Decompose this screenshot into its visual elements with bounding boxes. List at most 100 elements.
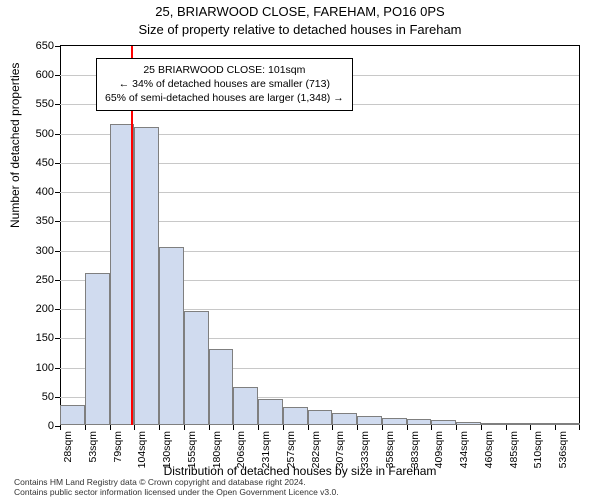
x-tick-label: 231sqm bbox=[260, 431, 272, 468]
x-tick-label: 358sqm bbox=[384, 431, 396, 468]
bar-cell bbox=[209, 349, 234, 425]
y-tick-label: 350 bbox=[36, 215, 54, 227]
bar-cell bbox=[481, 423, 506, 425]
y-tick-mark bbox=[55, 46, 60, 47]
y-tick-label: 50 bbox=[42, 391, 54, 403]
bar-cell bbox=[530, 423, 555, 425]
x-tick-label: 485sqm bbox=[508, 431, 520, 468]
info-box-line1: 25 BRIARWOOD CLOSE: 101sqm bbox=[105, 63, 344, 77]
footer-line2: Contains public sector information licen… bbox=[14, 488, 339, 498]
x-axis-label: Distribution of detached houses by size … bbox=[0, 464, 600, 478]
bar-cell bbox=[233, 387, 258, 425]
x-tick-label: 28sqm bbox=[62, 431, 74, 463]
y-tick-mark bbox=[55, 368, 60, 369]
footer: Contains HM Land Registry data © Crown c… bbox=[14, 478, 339, 498]
x-tick-label: 383sqm bbox=[409, 431, 421, 468]
y-tick-label: 650 bbox=[36, 40, 54, 52]
bar-cell bbox=[258, 399, 283, 425]
x-tick-label: 510sqm bbox=[532, 431, 544, 468]
x-tick-label: 434sqm bbox=[458, 431, 470, 468]
chart-container: 25, BRIARWOOD CLOSE, FAREHAM, PO16 0PS S… bbox=[0, 0, 600, 500]
x-tick-mark bbox=[506, 425, 507, 430]
y-tick-label: 400 bbox=[36, 186, 54, 198]
x-tick-mark bbox=[332, 425, 333, 430]
bar-cell bbox=[506, 423, 531, 425]
y-tick-label: 550 bbox=[36, 98, 54, 110]
bar-cell bbox=[332, 413, 357, 425]
y-tick-label: 200 bbox=[36, 303, 54, 315]
x-tick-label: 130sqm bbox=[161, 431, 173, 468]
x-tick-label: 333sqm bbox=[359, 431, 371, 468]
info-box-line3: 65% of semi-detached houses are larger (… bbox=[105, 91, 344, 105]
bar-cell bbox=[60, 405, 85, 425]
y-tick-mark bbox=[55, 134, 60, 135]
bar-cell bbox=[308, 410, 333, 425]
bar-cell bbox=[85, 273, 110, 425]
bar-cell bbox=[357, 416, 382, 425]
x-tick-mark bbox=[357, 425, 358, 430]
info-box: 25 BRIARWOOD CLOSE: 101sqm ← 34% of deta… bbox=[96, 58, 353, 111]
x-tick-mark bbox=[308, 425, 309, 430]
y-tick-mark bbox=[55, 338, 60, 339]
x-tick-mark bbox=[431, 425, 432, 430]
y-tick-label: 100 bbox=[36, 362, 54, 374]
y-tick-label: 250 bbox=[36, 274, 54, 286]
x-tick-mark bbox=[110, 425, 111, 430]
x-tick-label: 409sqm bbox=[433, 431, 445, 468]
info-box-line2: ← 34% of detached houses are smaller (71… bbox=[105, 77, 344, 91]
x-tick-mark bbox=[60, 425, 61, 430]
x-tick-label: 536sqm bbox=[557, 431, 569, 468]
y-tick-mark bbox=[55, 104, 60, 105]
bar-cell bbox=[456, 422, 481, 425]
x-tick-mark bbox=[85, 425, 86, 430]
y-tick-mark bbox=[55, 192, 60, 193]
y-tick-mark bbox=[55, 397, 60, 398]
x-tick-mark bbox=[456, 425, 457, 430]
y-tick-mark bbox=[55, 75, 60, 76]
y-tick-label: 300 bbox=[36, 245, 54, 257]
plot-area: 0501001502002503003504004505005506006502… bbox=[60, 45, 580, 425]
y-tick-label: 150 bbox=[36, 332, 54, 344]
title-sub: Size of property relative to detached ho… bbox=[0, 22, 600, 37]
x-tick-label: 257sqm bbox=[285, 431, 297, 468]
y-tick-label: 600 bbox=[36, 69, 54, 81]
x-tick-mark bbox=[159, 425, 160, 430]
bar-cell bbox=[555, 423, 580, 425]
x-tick-label: 79sqm bbox=[112, 431, 124, 463]
x-tick-mark bbox=[407, 425, 408, 430]
y-tick-label: 0 bbox=[48, 420, 54, 432]
y-tick-label: 450 bbox=[36, 157, 54, 169]
x-tick-mark bbox=[481, 425, 482, 430]
y-tick-mark bbox=[55, 251, 60, 252]
x-tick-label: 307sqm bbox=[334, 431, 346, 468]
x-tick-label: 282sqm bbox=[310, 431, 322, 468]
y-axis-label: Number of detached properties bbox=[8, 63, 22, 228]
x-tick-mark bbox=[579, 425, 580, 430]
x-tick-mark bbox=[382, 425, 383, 430]
bar-cell bbox=[184, 311, 209, 425]
x-tick-label: 206sqm bbox=[235, 431, 247, 468]
y-tick-mark bbox=[55, 163, 60, 164]
title-main: 25, BRIARWOOD CLOSE, FAREHAM, PO16 0PS bbox=[0, 4, 600, 19]
x-tick-label: 104sqm bbox=[136, 431, 148, 468]
x-tick-mark bbox=[184, 425, 185, 430]
x-tick-label: 155sqm bbox=[186, 431, 198, 468]
x-tick-mark bbox=[209, 425, 210, 430]
bar-cell bbox=[431, 420, 456, 425]
x-tick-mark bbox=[283, 425, 284, 430]
y-tick-mark bbox=[55, 221, 60, 222]
x-tick-mark bbox=[233, 425, 234, 430]
x-tick-mark bbox=[258, 425, 259, 430]
y-tick-label: 500 bbox=[36, 128, 54, 140]
y-tick-mark bbox=[55, 280, 60, 281]
x-tick-label: 53sqm bbox=[87, 431, 99, 463]
x-tick-mark bbox=[555, 425, 556, 430]
x-tick-mark bbox=[134, 425, 135, 430]
x-tick-label: 180sqm bbox=[211, 431, 223, 468]
y-tick-mark bbox=[55, 309, 60, 310]
bar-cell bbox=[134, 127, 159, 425]
x-tick-label: 460sqm bbox=[483, 431, 495, 468]
bar-cell bbox=[283, 407, 308, 425]
bar-cell bbox=[159, 247, 184, 425]
bar-cell bbox=[407, 419, 432, 425]
